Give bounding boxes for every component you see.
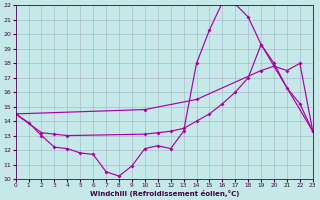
X-axis label: Windchill (Refroidissement éolien,°C): Windchill (Refroidissement éolien,°C) <box>90 190 239 197</box>
